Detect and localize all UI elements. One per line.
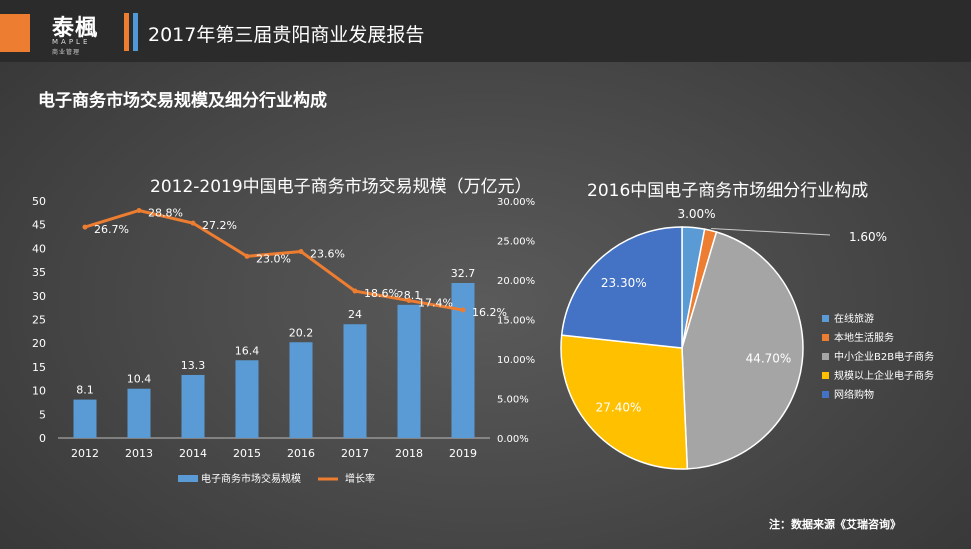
y-left-tick-label: 0: [39, 432, 46, 445]
legend-swatch-bar: [178, 475, 198, 482]
pie-legend-label: 规模以上企业电子商务: [834, 369, 934, 382]
x-tick-label: 2018: [395, 447, 423, 460]
company-logo: 泰楓 MAPLE 商业管理: [38, 8, 116, 56]
pie-chart-title: 2016中国电子商务市场细分行业构成: [587, 181, 869, 201]
growth-rate-label: 26.7%: [94, 223, 129, 236]
pie-slice: [681, 231, 804, 470]
bar-value-label: 24: [348, 308, 362, 321]
x-tick-label: 2017: [341, 447, 369, 460]
pie-slice-label: 44.70%: [746, 352, 792, 366]
pie-slice-label: 27.40%: [596, 401, 642, 415]
growth-rate-label: 16.2%: [472, 306, 507, 319]
growth-rate-line: [84, 208, 464, 312]
bar-value-label: 32.7: [451, 267, 476, 280]
bar: [127, 388, 151, 438]
source-note: 注：数据来源《艾瑞咨询》: [769, 518, 901, 531]
pie-slice-label: 1.60%: [849, 230, 887, 244]
growth-rate-label: 27.2%: [202, 219, 237, 232]
y-right-tick-label: 30.00%: [497, 197, 535, 208]
y-left-tick-label: 35: [32, 266, 46, 279]
bar: [73, 399, 97, 438]
section-title: 电子商务市场交易规模及细分行业构成: [38, 91, 327, 111]
bar-value-label: 10.4: [127, 373, 152, 386]
legend-label-bar: 电子商务市场交易规模: [201, 472, 301, 485]
pie-legend-swatch: [822, 372, 829, 379]
y-left-tick-label: 5: [39, 408, 46, 421]
pie-legend-swatch: [822, 391, 829, 398]
bar-value-label: 16.4: [235, 344, 260, 357]
pie-slice: [560, 226, 683, 349]
growth-rate-label: 23.0%: [256, 252, 291, 265]
pie-chart: 3.00% 1.60% 44.70% 27.40% 23.30% 在线旅游本地生活服务中小…: [560, 207, 934, 470]
pie-slice: [560, 334, 689, 470]
y-right-tick-label: 5.00%: [497, 395, 529, 406]
y-left-tick-label: 50: [32, 195, 46, 208]
header-bar: 泰楓 MAPLE 商业管理 2017年第三届贵阳商业发展报告: [0, 0, 971, 62]
y-right-tick-label: 10.00%: [497, 355, 535, 366]
bar: [289, 342, 313, 438]
y-left-tick-label: 25: [32, 314, 46, 327]
pie-legend-label: 本地生活服务: [834, 331, 894, 344]
growth-rate-point: [406, 298, 412, 304]
growth-rate-label: 28.8%: [148, 206, 183, 219]
pie-legend-swatch: [822, 334, 829, 341]
x-tick-label: 2019: [449, 447, 477, 460]
pie-slice-label: 23.30%: [601, 276, 647, 290]
y-right-tick-label: 0.00%: [497, 434, 529, 445]
bar: [181, 374, 205, 438]
y-left-tick-label: 10: [32, 385, 46, 398]
y-left-tick-label: 15: [32, 361, 46, 374]
orange-divider: [124, 13, 129, 51]
logo-chinese-text: 泰楓: [52, 15, 99, 41]
growth-rate-point: [460, 307, 466, 313]
pie-legend-swatch: [822, 353, 829, 360]
pie-legend-label: 中小企业B2B电子商务: [834, 350, 934, 363]
bar-value-label: 13.3: [181, 359, 206, 372]
logo-english-text: MAPLE: [52, 38, 91, 46]
bar-chart-title: 2012-2019中国电子商务市场交易规模（万亿元）: [150, 177, 532, 197]
x-tick-label: 2012: [71, 447, 99, 460]
report-title: 2017年第三届贵阳商业发展报告: [148, 24, 425, 46]
bar: [343, 324, 367, 438]
y-right-tick-label: 20.00%: [497, 276, 535, 287]
growth-rate-point: [298, 249, 304, 255]
growth-rate-point: [190, 220, 196, 226]
orange-accent-block: [0, 14, 30, 52]
pie-leader-line: [711, 227, 831, 236]
y-right-tick-label: 25.00%: [497, 237, 535, 248]
pie-legend-label: 在线旅游: [834, 312, 874, 325]
bar: [397, 304, 421, 438]
y-left-tick-label: 30: [32, 290, 46, 303]
x-tick-label: 2013: [125, 447, 153, 460]
blue-divider: [133, 13, 138, 51]
logo-subtitle: 商业管理: [52, 49, 81, 56]
y-right-tick-label: 15.00%: [497, 316, 535, 327]
pie-legend-swatch: [822, 315, 829, 322]
pie-slice-label: 3.00%: [677, 207, 715, 221]
growth-rate-point: [82, 224, 88, 230]
y-left-tick-label: 20: [32, 337, 46, 350]
x-tick-label: 2015: [233, 447, 261, 460]
y-left-tick-label: 45: [32, 219, 46, 232]
growth-rate-label: 23.6%: [310, 248, 345, 261]
bar-value-label: 20.2: [289, 326, 314, 339]
bar: [451, 283, 475, 438]
pie-legend-label: 网络购物: [834, 388, 874, 401]
growth-rate-point: [244, 253, 250, 259]
bar-value-label: 8.1: [76, 384, 94, 397]
growth-rate-label: 17.4%: [418, 297, 453, 310]
growth-rate-label: 18.6%: [364, 287, 399, 300]
y-left-tick-label: 40: [32, 242, 46, 255]
growth-rate-point: [352, 288, 358, 294]
x-tick-label: 2014: [179, 447, 207, 460]
bar: [235, 360, 259, 438]
growth-rate-point: [136, 207, 142, 213]
legend-label-line: 增长率: [345, 472, 375, 485]
x-tick-label: 2016: [287, 447, 315, 460]
bar-line-chart: 0 5 10 15 20 25 30 35 40 45 50 0.00% 5.00% 10.00% 15.0…: [32, 195, 535, 485]
